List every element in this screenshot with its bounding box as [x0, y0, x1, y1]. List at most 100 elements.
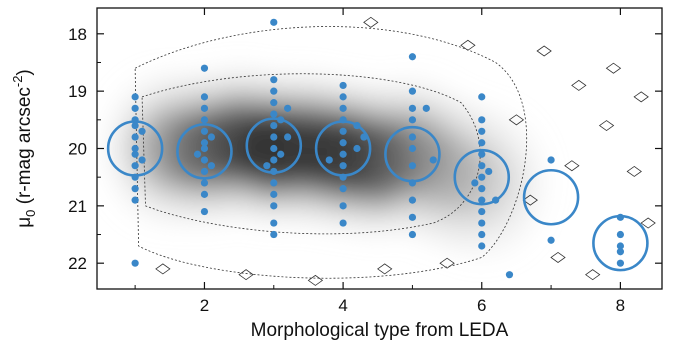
inner-contour — [141, 73, 481, 235]
data-point — [277, 150, 285, 158]
data-point — [492, 196, 500, 204]
data-point — [478, 207, 486, 216]
median-circle — [453, 148, 511, 206]
data-point — [200, 144, 209, 153]
y-axis-mu: μ — [14, 217, 35, 228]
median-circle — [176, 123, 233, 180]
data-point — [478, 162, 486, 170]
data-point — [200, 104, 209, 112]
contour-diamond — [598, 120, 615, 132]
data-point — [478, 93, 486, 101]
data-point — [131, 196, 139, 204]
data-point — [478, 230, 486, 239]
axis-ticks: 2 4 6 8 18 19 20 21 22 — [68, 8, 662, 315]
contour-diamond — [460, 39, 476, 51]
x-tick-label: 6 — [477, 296, 486, 315]
data-point — [270, 156, 278, 164]
data-point — [478, 139, 486, 147]
data-point — [408, 144, 417, 153]
data-point — [547, 236, 555, 244]
data-point — [408, 116, 417, 124]
y-axis-exponent: -2 — [10, 76, 25, 88]
data-point — [339, 185, 347, 193]
contour-diamond — [508, 114, 525, 126]
data-point — [478, 116, 486, 124]
data-point — [284, 104, 292, 112]
data-point — [339, 150, 347, 158]
data-point — [284, 133, 292, 141]
data-point — [131, 173, 139, 181]
data-point — [408, 213, 417, 221]
data-point — [270, 179, 278, 187]
contour-diamond — [307, 274, 324, 286]
data-point — [325, 156, 333, 164]
data-point — [478, 185, 486, 193]
data-point — [339, 116, 347, 124]
data-point — [478, 173, 486, 181]
density-contours — [134, 16, 656, 286]
data-point — [193, 150, 202, 158]
data-point — [270, 99, 278, 107]
data-point — [505, 271, 514, 279]
data-point — [270, 110, 278, 118]
density-background — [109, 72, 542, 253]
contour-diamond — [536, 45, 552, 57]
data-point — [270, 87, 278, 95]
data-point — [339, 93, 347, 101]
data-point — [547, 156, 555, 164]
data-points — [131, 18, 625, 279]
data-point — [270, 230, 278, 239]
data-point — [207, 133, 215, 141]
data-point — [270, 190, 278, 198]
data-point — [270, 219, 278, 227]
data-point — [270, 133, 278, 141]
data-point — [200, 207, 209, 216]
contour-diamond — [439, 257, 455, 269]
data-point — [339, 173, 347, 181]
y-tick-label: 18 — [68, 25, 87, 44]
data-point — [200, 139, 209, 147]
x-axis-label: Morphological type from LEDA — [251, 320, 509, 341]
y-axis-unit: (r-mag arcsec — [14, 87, 35, 209]
median-circle — [522, 168, 580, 226]
data-point — [408, 162, 417, 170]
contour-diamond — [640, 217, 656, 229]
data-point — [200, 179, 209, 187]
data-point — [200, 156, 209, 164]
contour-diamond — [605, 62, 622, 74]
data-point — [339, 127, 347, 135]
contour-diamond — [363, 16, 379, 28]
data-point — [616, 230, 625, 239]
contour-diamond — [571, 79, 587, 91]
data-point — [478, 196, 486, 204]
data-point — [131, 116, 139, 124]
y-axis-close: ) — [14, 69, 35, 75]
data-point — [200, 93, 209, 101]
y-tick-label: 22 — [68, 254, 87, 273]
data-point — [131, 104, 139, 112]
y-axis-label: μ0 (r-mag arcsec-2) — [10, 69, 38, 228]
data-point — [353, 121, 361, 130]
data-point — [471, 179, 479, 187]
data-point — [200, 190, 209, 198]
data-point — [131, 185, 139, 193]
data-point — [616, 259, 625, 267]
data-point — [131, 121, 139, 130]
data-point — [408, 53, 417, 61]
data-point — [200, 64, 209, 72]
data-point — [339, 104, 347, 112]
data-point — [339, 202, 347, 210]
data-point — [131, 144, 139, 153]
y-tick-label: 19 — [68, 82, 87, 101]
data-point — [277, 116, 285, 124]
data-point — [616, 213, 625, 221]
data-point — [422, 104, 430, 112]
contour-diamond — [377, 263, 393, 275]
data-point — [131, 150, 139, 158]
data-point — [339, 139, 347, 147]
data-point — [263, 162, 271, 170]
data-point — [207, 162, 215, 170]
data-point — [200, 116, 209, 124]
data-point — [138, 127, 146, 135]
